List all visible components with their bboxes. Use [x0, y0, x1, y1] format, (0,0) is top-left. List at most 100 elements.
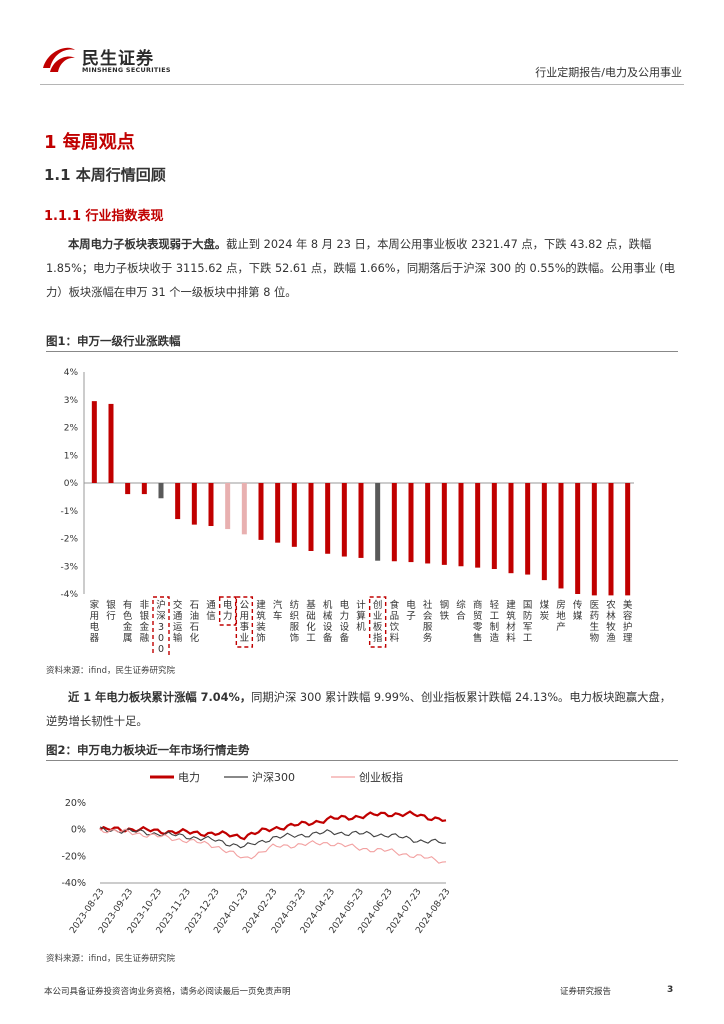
category-label-char: 备	[323, 632, 333, 644]
category-label-char: 子	[406, 611, 416, 622]
category-label-char: 银	[140, 610, 150, 622]
category-label-char: 备	[340, 632, 350, 644]
figure-1-title: 图1：申万一级行业涨跌幅	[46, 334, 181, 348]
section-heading-1: 1 每周观点	[44, 132, 135, 153]
category-label-char: 煤	[540, 599, 550, 611]
category-label-char: 金	[123, 621, 133, 633]
category-label-char: 事	[240, 621, 250, 633]
y-tick-label: -3%	[60, 562, 78, 572]
y-tick-label: 3%	[64, 396, 79, 406]
category-label-char: 地	[556, 610, 566, 622]
category-label-char: 装	[256, 621, 266, 633]
category-label-char: 力	[223, 610, 233, 622]
category-label-char: 设	[323, 622, 333, 633]
bar	[158, 483, 164, 499]
bar	[458, 483, 464, 567]
category-label-char: 军	[523, 622, 533, 633]
category-label-char: 电	[90, 621, 100, 633]
category-label-char: 信	[206, 610, 216, 622]
y-tick-label: 1%	[64, 451, 79, 461]
series-line	[99, 826, 447, 849]
category-label-char: 基	[306, 599, 316, 611]
category-label-char: 筑	[506, 610, 516, 622]
category-label-char: 综	[456, 599, 466, 611]
category-label-char: 计	[356, 599, 366, 611]
minsheng-logo-icon	[43, 47, 75, 72]
category-label-char: 设	[340, 622, 350, 633]
category-label-char: 板	[373, 621, 383, 633]
category-label-char: 车	[273, 610, 283, 622]
category-label-char: 沪	[156, 599, 166, 611]
paragraph-yearly-review: 近 1 年电力板块累计涨幅 7.04%，同期沪深 300 累计跌幅 9.99%、…	[46, 686, 678, 734]
category-label-char: 器	[90, 633, 100, 644]
y-tick-label: 0%	[71, 825, 86, 836]
category-label-char: 通	[206, 600, 216, 611]
y-tick-label: -1%	[60, 507, 78, 517]
category-label-char: 输	[173, 632, 183, 644]
category-label-char: 服	[423, 622, 433, 633]
category-label-char: 色	[123, 610, 133, 622]
category-label-char: 饰	[290, 632, 300, 644]
category-label-char: 电	[223, 599, 233, 611]
bar	[425, 483, 431, 564]
bar	[358, 483, 364, 558]
category-label-char: 商	[473, 599, 483, 611]
category-label-char: 贸	[473, 610, 483, 622]
section-heading-2: 1.1 本周行情回顾	[44, 166, 166, 184]
bar	[325, 483, 331, 554]
footer-report-label: 证券研究报告	[560, 987, 612, 997]
category-label-char: 轻	[490, 599, 500, 611]
bar	[91, 401, 97, 483]
logo-text: 民生证券	[82, 49, 154, 69]
y-tick-label: 4%	[64, 368, 79, 378]
category-label-char: 化	[306, 621, 316, 633]
y-tick-label: -40%	[61, 878, 86, 889]
category-label-char: 用	[90, 611, 100, 622]
category-label-char: 医	[590, 600, 600, 611]
category-label-char: 机	[356, 621, 366, 633]
series-line	[99, 828, 447, 864]
category-label-char: 0	[158, 644, 164, 655]
category-label-char: 有	[123, 599, 133, 611]
category-label-char: 建	[256, 599, 266, 611]
category-label-char: 工	[490, 611, 500, 622]
category-label-char: 融	[140, 633, 150, 644]
y-tick-label: -2%	[60, 535, 78, 545]
category-label-char: 工	[523, 633, 533, 644]
legend-label: 电力	[178, 771, 200, 784]
bar	[391, 483, 397, 562]
y-tick-label: 0%	[64, 479, 79, 489]
category-label-char: 通	[173, 611, 183, 622]
category-label-char: 化	[190, 632, 200, 644]
category-label-char: 农	[606, 599, 616, 611]
bar	[308, 483, 314, 551]
bar	[408, 483, 414, 563]
figure-2-title: 图2：申万电力板块近一年市场行情走势	[46, 743, 250, 757]
category-label-char: 石	[190, 600, 200, 611]
bar	[508, 483, 514, 574]
category-label-char: 料	[506, 632, 516, 644]
highlight-box	[218, 596, 237, 626]
category-label-char: 机	[323, 599, 333, 611]
category-label-char: 运	[173, 622, 183, 633]
bar	[558, 483, 564, 589]
category-label-char: 工	[306, 633, 316, 644]
legend-label: 沪深300	[252, 770, 295, 784]
category-label-char: 牧	[606, 621, 616, 633]
bar	[275, 483, 281, 543]
category-label-char: 美	[623, 599, 633, 611]
report-type: 行业定期报告/电力及公用事业	[535, 66, 682, 79]
category-label-char: 社	[423, 599, 433, 611]
highlight-box	[368, 596, 387, 648]
category-label-char: 属	[123, 633, 133, 644]
category-label-char: 炭	[540, 611, 550, 622]
category-label-char: 材	[506, 621, 516, 633]
category-label-char: 国	[523, 600, 533, 611]
category-label-char: 行	[106, 610, 116, 622]
category-label-char: 3	[158, 622, 164, 633]
bar	[625, 483, 631, 596]
bar	[225, 483, 231, 530]
category-label-char: 食	[390, 599, 400, 611]
bar	[575, 483, 581, 594]
category-label-char: 房	[556, 599, 566, 611]
